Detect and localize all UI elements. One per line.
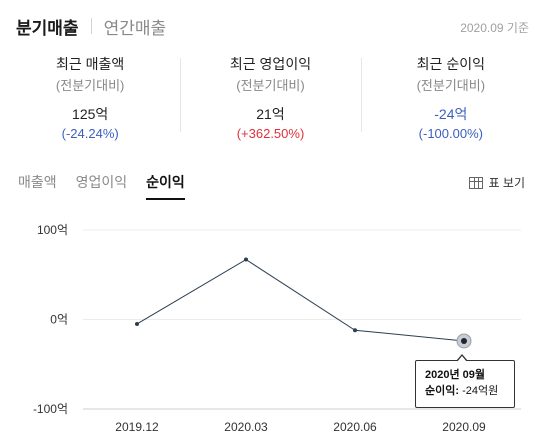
data-point [461, 337, 467, 344]
chart-tooltip: 2020년 09월 순이익: -24억원 [415, 354, 515, 408]
tab-annual-sales[interactable]: 연간매출 [103, 18, 167, 38]
data-point [244, 257, 248, 262]
summary-title: 최근 영업이익 [229, 56, 312, 72]
tab-revenue[interactable]: 매출액 [18, 174, 57, 190]
summary-operating-profit: 최근 영업이익 (전분기대비) 21억 (+362.50%) [180, 54, 360, 144]
y-tick-label: 100억 [37, 223, 68, 237]
metric-tabs: 매출액 영업이익 순이익 [18, 172, 204, 200]
data-point [353, 328, 357, 333]
x-tick-label: 2020.06 [333, 420, 377, 434]
summary-subtitle: (전분기대비) [236, 78, 305, 93]
summary-net-income: 최근 순이익 (전분기대비) -24억 (-100.00%) [360, 54, 541, 144]
summary-revenue: 최근 매출액 (전분기대비) 125억 (-24.24%) [0, 54, 180, 144]
table-icon [468, 176, 483, 189]
summary-subtitle: (전분기대비) [55, 78, 125, 93]
tab-operating-profit[interactable]: 영업이익 [75, 174, 128, 190]
tab-quarterly-sales[interactable]: 분기매출 [16, 18, 79, 38]
summary-change: (-100.00%) [418, 126, 483, 141]
summary-value: -24억 [434, 106, 468, 122]
y-tick-label: -100억 [33, 402, 68, 416]
tooltip-title: 2020년 09월 [425, 369, 486, 381]
period-tabs: 분기매출 연간매출 [16, 14, 166, 38]
summary-change: (-24.24%) [61, 126, 119, 141]
x-tick-label: 2020.09 [442, 420, 486, 434]
x-tick-label: 2020.03 [224, 420, 268, 434]
summary-subtitle: (전분기대비) [416, 78, 486, 93]
summary-title: 최근 순이익 [416, 56, 485, 72]
summary-value: 125억 [72, 106, 109, 122]
x-tick-label: 2019.12 [115, 420, 159, 434]
summary-title: 최근 매출액 [56, 56, 125, 72]
y-tick-label: 0억 [50, 313, 68, 327]
net-income-chart: 100억 0억 -100억 2019.12 2020.03 2020.06 2020.09 [33, 223, 521, 434]
data-point [135, 321, 139, 326]
table-view-button[interactable]: 표 보기 [468, 174, 525, 191]
series-line [136, 258, 465, 342]
base-date: 2020.09 기준 [460, 21, 529, 35]
tooltip-body: 순이익: -24억원 [425, 383, 514, 399]
summary-value: 21억 [256, 106, 285, 122]
tooltip-label: 순이익: [425, 385, 460, 397]
summary-panel: 최근 매출액 (전분기대비) 125억 (-24.24%) 최근 영업이익 (전… [0, 54, 541, 144]
tab-divider [90, 18, 92, 34]
table-view-label: 표 보기 [488, 176, 525, 190]
tooltip-value: -24억원 [462, 385, 499, 397]
summary-change: (+362.50%) [236, 126, 305, 141]
tab-net-income[interactable]: 순이익 [146, 172, 185, 200]
